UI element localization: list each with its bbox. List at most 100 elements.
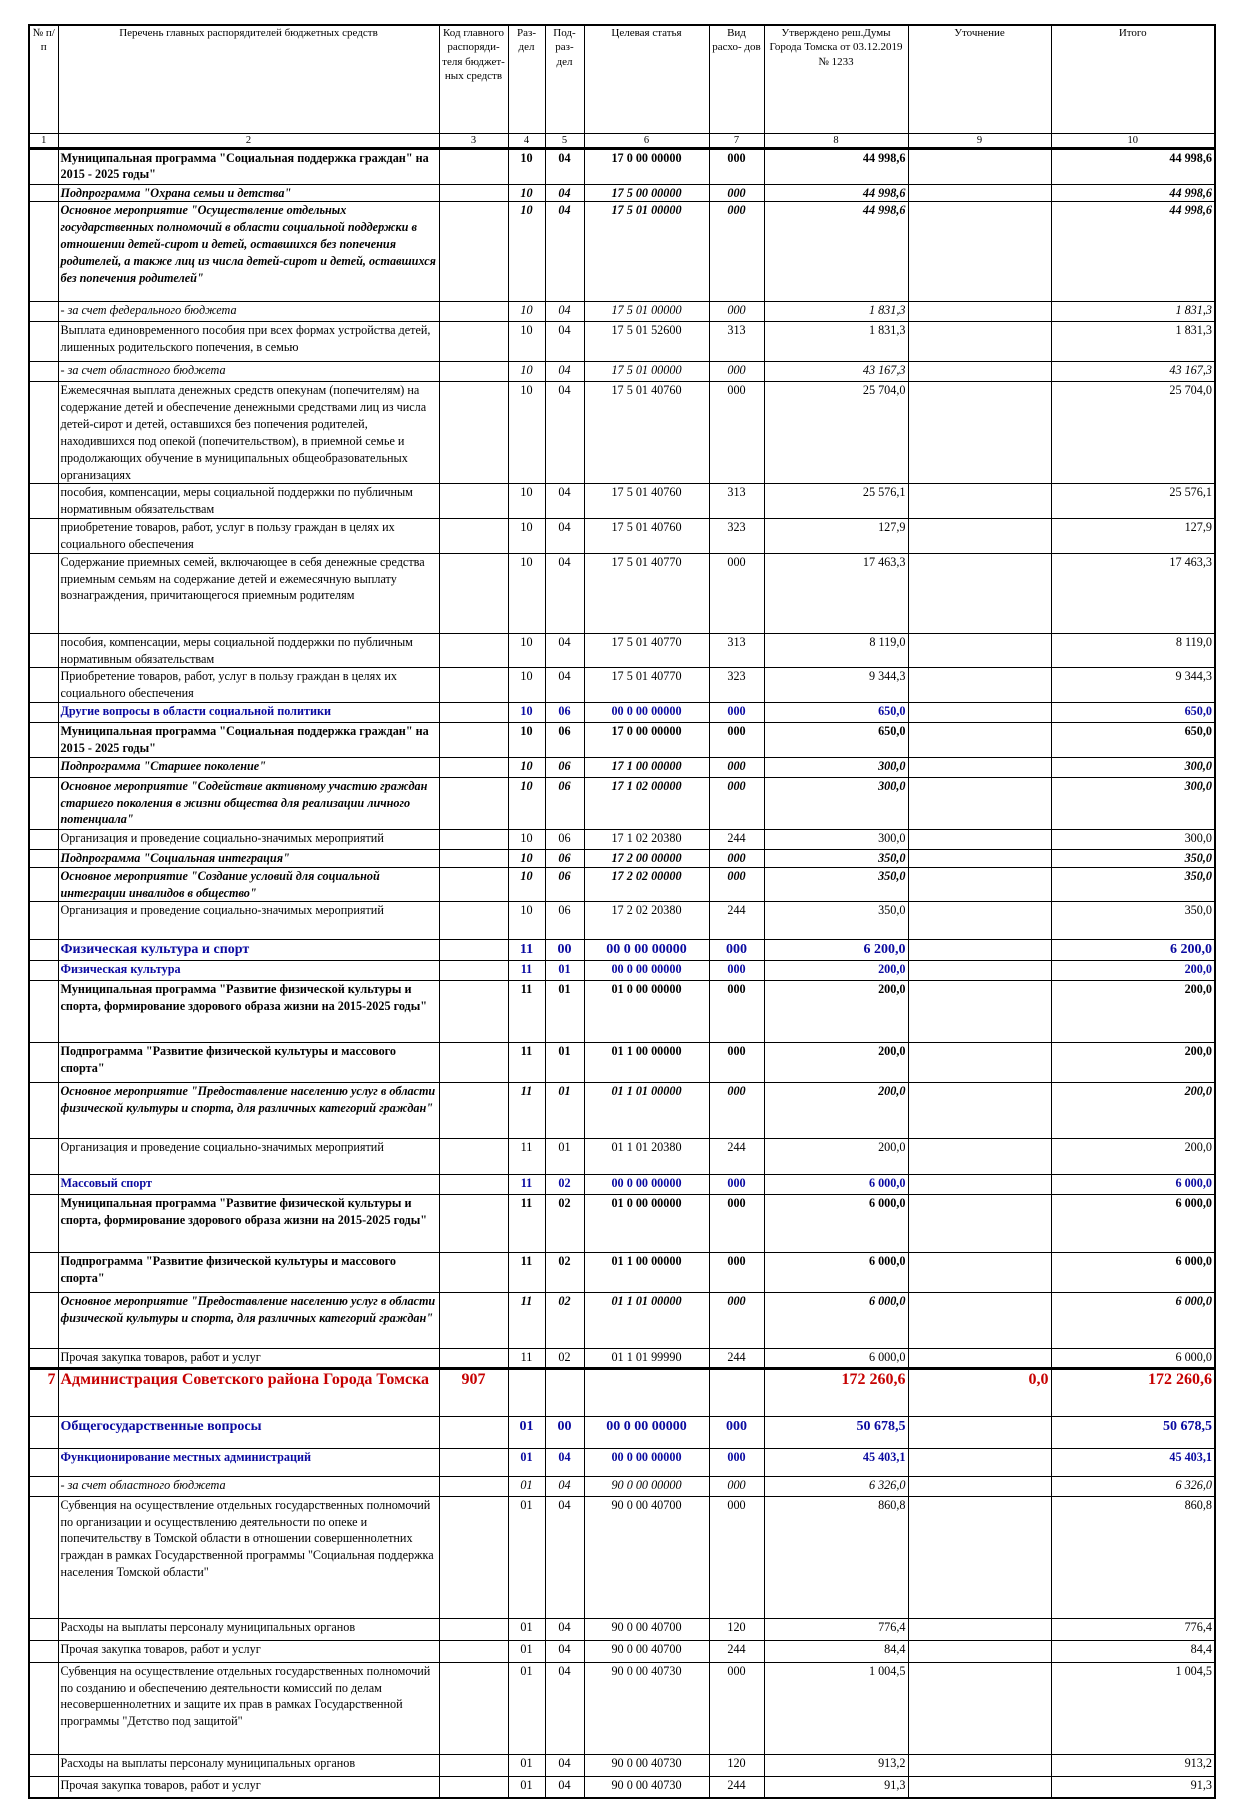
row-name: Муниципальная программа "Развитие физиче… [57, 979, 440, 1043]
row-code [438, 1617, 509, 1641]
row-section: 11 [507, 959, 546, 981]
table-row: Ежемесячная выплата денежных средств опе… [28, 381, 1216, 485]
row-section: 01 [507, 1415, 546, 1449]
table-row: Содержание приемных семей, включающее в … [28, 552, 1216, 634]
row-target: 17 5 01 40760 [583, 381, 710, 485]
row-target: 17 2 02 00000 [583, 866, 710, 903]
row-approved: 300,0 [763, 828, 909, 850]
row-total: 6 000,0 [1050, 1347, 1216, 1369]
table-row: - за счет областного бюджета 10 04 17 5 01 … [28, 361, 1216, 383]
row-name: Прочая закупка товаров, работ и услуг [57, 1639, 440, 1663]
row-adjustment [907, 1081, 1052, 1139]
row-vid: 000 [708, 848, 765, 868]
row-total: 200,0 [1050, 979, 1216, 1043]
row-number [28, 939, 59, 961]
row-approved: 200,0 [763, 1041, 909, 1083]
row-vid: 244 [708, 901, 765, 941]
row-subsection: 06 [544, 776, 585, 830]
row-code [438, 1447, 509, 1477]
row-code [438, 1041, 509, 1083]
row-approved: 913,2 [763, 1753, 909, 1777]
row-subsection: 00 [544, 939, 585, 961]
row-adjustment [907, 667, 1052, 704]
table-row: Прочая закупка товаров, работ и услуг 11 0… [28, 1347, 1216, 1369]
colnum: 10 [1050, 132, 1216, 150]
row-subsection: 06 [544, 722, 585, 758]
row-section: 11 [507, 1193, 546, 1253]
row-section: 10 [507, 756, 546, 778]
header-code: Код главного распоряди- теля бюджет- ных… [438, 24, 509, 134]
row-vid: 000 [708, 301, 765, 323]
row-vid: 000 [708, 1251, 765, 1293]
row-target: 17 0 00 00000 [583, 722, 710, 758]
row-total: 44 998,6 [1050, 147, 1216, 185]
row-name: Функционирование местных администраций [57, 1447, 440, 1477]
row-subsection: 04 [544, 381, 585, 485]
table-row: Массовый спорт 11 02 00 0 00 00000 000 6 000,… [28, 1173, 1216, 1195]
table-row: - за счет федерального бюджета 10 04 17 5 0… [28, 301, 1216, 323]
row-target: 17 5 01 40770 [583, 667, 710, 704]
row-section: 11 [507, 1347, 546, 1369]
row-name: Подпрограмма "Развитие физической культу… [57, 1041, 440, 1083]
table-row: Подпрограмма "Старшее поколение" 10 06 17 1… [28, 756, 1216, 778]
colnum: 9 [907, 132, 1052, 150]
row-adjustment [907, 1475, 1052, 1497]
row-adjustment [907, 1753, 1052, 1777]
row-section: 10 [507, 776, 546, 830]
row-section: 10 [507, 518, 546, 554]
row-section: 10 [507, 901, 546, 941]
row-target: 17 1 02 00000 [583, 776, 710, 830]
row-adjustment [907, 1639, 1052, 1663]
row-total: 1 831,3 [1050, 301, 1216, 323]
row-subsection: 04 [544, 632, 585, 669]
row-target: 90 0 00 00000 [583, 1475, 710, 1497]
row-vid: 244 [708, 1639, 765, 1663]
row-code [438, 979, 509, 1043]
row-vid: 000 [708, 147, 765, 185]
row-name: Физическая культура и спорт [57, 939, 440, 961]
row-name: Муниципальная программа "Социальная подд… [57, 147, 440, 185]
row-approved: 1 831,3 [763, 321, 909, 363]
row-subsection: 04 [544, 361, 585, 383]
row-total: 45 403,1 [1050, 1447, 1216, 1477]
colnum: 3 [438, 132, 509, 150]
row-code [438, 1291, 509, 1349]
row-number [28, 866, 59, 903]
row-adjustment [907, 518, 1052, 554]
row-name: Подпрограмма "Охрана семьи и детства" [57, 183, 440, 203]
row-adjustment [907, 201, 1052, 303]
row-subsection: 06 [544, 848, 585, 868]
row-code: 907 [438, 1366, 509, 1417]
row-name: Организация и проведение социально-значи… [57, 1137, 440, 1175]
row-adjustment [907, 1291, 1052, 1349]
colnum: 2 [57, 132, 440, 150]
row-name: - за счет федерального бюджета [57, 301, 440, 323]
row-vid: 000 [708, 776, 765, 830]
row-section: 10 [507, 183, 546, 203]
row-section: 11 [507, 1041, 546, 1083]
row-adjustment [907, 1193, 1052, 1253]
row-number [28, 1661, 59, 1755]
table-row: Прочая закупка товаров, работ и услуг 01 0… [28, 1639, 1216, 1663]
row-code [438, 1251, 509, 1293]
row-adjustment [907, 361, 1052, 383]
table-row: Физическая культура и спорт 11 00 00 0 00 0… [28, 939, 1216, 961]
row-target: 00 0 00 00000 [583, 1447, 710, 1477]
table-row: Субвенция на осуществление отдельных гос… [28, 1661, 1216, 1755]
row-section: 11 [507, 1137, 546, 1175]
row-name: Расходы на выплаты персоналу муниципальн… [57, 1617, 440, 1641]
row-code [438, 848, 509, 868]
header-row: № п/п Перечень главных распорядителей бю… [28, 24, 1216, 134]
row-target: 17 5 01 00000 [583, 361, 710, 383]
table-row: приобретение товаров, работ, услуг в пол… [28, 518, 1216, 554]
table-row: Функционирование местных администраций 01… [28, 1447, 1216, 1477]
row-approved: 44 998,6 [763, 201, 909, 303]
row-subsection: 04 [544, 552, 585, 634]
row-number [28, 1081, 59, 1139]
row-subsection: 04 [544, 201, 585, 303]
row-approved: 127,9 [763, 518, 909, 554]
table-row: Организация и проведение социально-значи… [28, 901, 1216, 941]
row-section: 01 [507, 1447, 546, 1477]
row-name: Содержание приемных семей, включающее в … [57, 552, 440, 634]
row-total: 6 000,0 [1050, 1291, 1216, 1349]
